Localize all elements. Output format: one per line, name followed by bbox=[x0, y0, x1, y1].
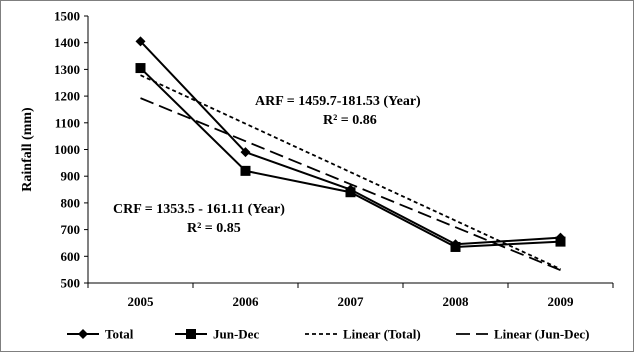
y-tick-label: 1500 bbox=[54, 9, 80, 24]
x-tick-label: 2005 bbox=[128, 294, 155, 309]
y-tick-label: 600 bbox=[61, 249, 81, 264]
legend-label: Linear (Jun-Dec) bbox=[494, 327, 589, 342]
annotation-arf-r2: R² = 0.86 bbox=[323, 113, 377, 128]
y-tick-label: 800 bbox=[61, 195, 81, 210]
annotation-arf-equation: ARF = 1459.7-181.53 (Year) bbox=[255, 94, 421, 109]
y-tick-label: 1400 bbox=[54, 35, 80, 50]
x-tick-label: 2006 bbox=[233, 294, 260, 309]
legend-label: Total bbox=[105, 327, 134, 342]
series-linear-jun-dec bbox=[140, 97, 561, 272]
legend-label: Jun-Dec bbox=[213, 327, 259, 342]
legend-item: Total bbox=[67, 327, 134, 342]
series-total bbox=[135, 36, 566, 250]
data-point-diamond bbox=[240, 147, 251, 158]
series-layer bbox=[135, 36, 566, 272]
data-point-square bbox=[450, 241, 461, 252]
legend-item: Linear (Total) bbox=[305, 327, 421, 342]
data-point-square bbox=[135, 63, 146, 74]
annotation-crf-equation: CRF = 1353.5 - 161.11 (Year) bbox=[113, 202, 285, 217]
x-tick-label: 2009 bbox=[548, 294, 575, 309]
legend-marker-square bbox=[186, 329, 196, 339]
data-point-square bbox=[240, 165, 251, 176]
axes bbox=[84, 15, 614, 288]
x-tick-labels: 2005 2006 2007 2008 2009 bbox=[128, 294, 575, 309]
series-line bbox=[140, 97, 561, 272]
y-tick-label: 700 bbox=[61, 222, 81, 237]
x-tick-label: 2008 bbox=[443, 294, 470, 309]
y-tick-label: 1300 bbox=[54, 62, 80, 77]
data-point-square bbox=[555, 236, 566, 247]
legend-marker-diamond bbox=[78, 329, 88, 339]
y-tick-label: 900 bbox=[61, 169, 81, 184]
y-axis-title: Rainfall (mm) bbox=[20, 107, 35, 192]
data-point-diamond bbox=[135, 36, 146, 47]
y-tick-label: 1100 bbox=[55, 115, 80, 130]
y-tick-labels: 500 600 700 800 900 1000 1100 1200 1300 1400 1500 bbox=[54, 9, 80, 291]
series-jun-dec bbox=[135, 63, 566, 252]
legend-label: Linear (Total) bbox=[343, 327, 421, 342]
y-tick-label: 1000 bbox=[54, 142, 80, 157]
series-line bbox=[140, 74, 561, 270]
annotation-crf-r2: R² = 0.85 bbox=[187, 221, 241, 236]
y-tick-label: 500 bbox=[61, 276, 81, 291]
legend-item: Linear (Jun-Dec) bbox=[456, 327, 589, 342]
series-linear-total bbox=[140, 74, 561, 270]
y-tick-label: 1200 bbox=[54, 89, 80, 104]
x-tick-label: 2007 bbox=[338, 294, 365, 309]
data-point-square bbox=[345, 187, 356, 198]
legend: Total Jun-Dec Linear (Total) Linear (Jun-De… bbox=[67, 327, 589, 342]
legend-item: Jun-Dec bbox=[175, 327, 259, 342]
